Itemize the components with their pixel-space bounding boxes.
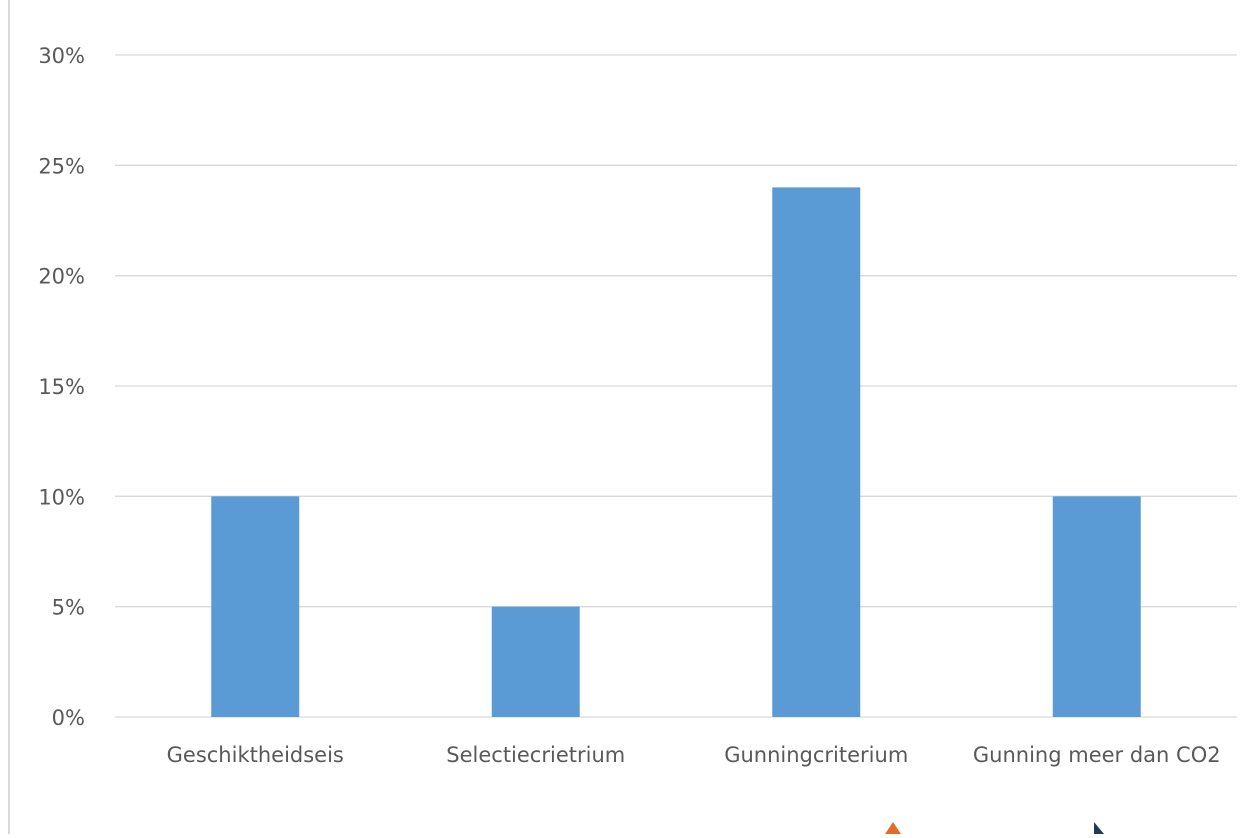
y-tick-label: 5%	[52, 596, 85, 620]
bar	[211, 496, 300, 717]
x-category-label: Gunning meer dan CO2	[973, 743, 1221, 767]
left-frame-border	[8, 0, 10, 834]
x-category-label: Geschiktheidseis	[167, 743, 344, 767]
y-tick-label: 25%	[38, 154, 85, 178]
gridlines	[115, 54, 1237, 718]
y-tick-label: 30%	[38, 44, 85, 68]
y-tick-label: 0%	[52, 706, 85, 730]
bar	[1052, 496, 1141, 717]
y-tick-label: 15%	[38, 375, 85, 399]
y-tick-label: 10%	[38, 485, 85, 509]
bars	[211, 187, 1141, 717]
x-axis-category-labels: Geschiktheidseis Selectiecrietrium Gunning…	[167, 743, 1221, 767]
orange-arrow-decoration	[885, 822, 901, 834]
bar	[772, 187, 861, 717]
navy-arrow-decoration	[1094, 822, 1104, 834]
x-category-label: Gunningcriterium	[724, 743, 908, 767]
y-tick-label: 20%	[38, 265, 85, 289]
x-category-label: Selectiecrietrium	[446, 743, 625, 767]
bar	[491, 606, 580, 717]
y-axis-tick-labels: 0% 5% 10% 15% 20% 25% 30%	[38, 44, 85, 730]
